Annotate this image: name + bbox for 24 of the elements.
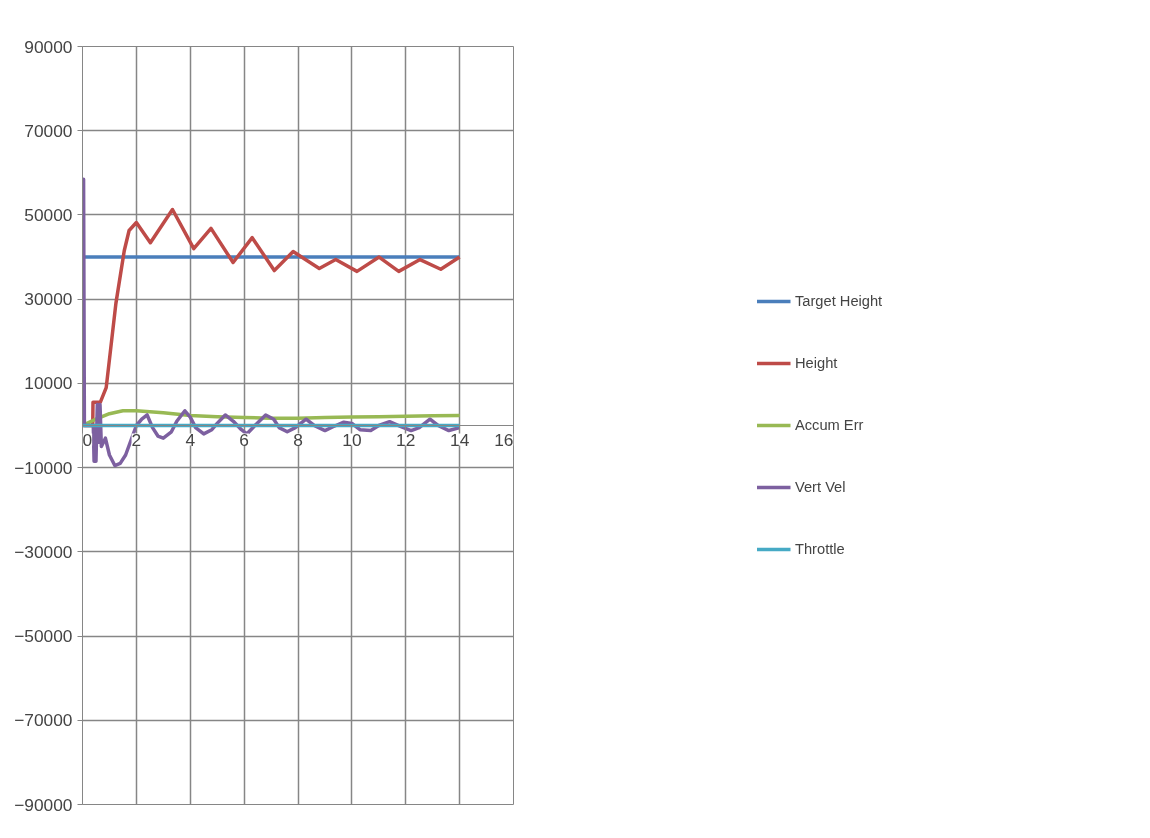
y-tick-label: 30000 xyxy=(24,289,73,310)
legend-label: Height xyxy=(795,355,839,371)
y-tick-label: −50000 xyxy=(14,626,73,647)
x-tick-label: 4 xyxy=(185,429,196,450)
y-tick-label: −30000 xyxy=(14,541,73,562)
legend-label: Target Height xyxy=(795,293,884,309)
legend-label: Vert Vel xyxy=(795,479,847,495)
y-tick-label: −10000 xyxy=(14,457,73,478)
y-tick-label: 90000 xyxy=(24,36,73,57)
x-tick-label: 8 xyxy=(293,429,303,450)
x-tick-label: 16 xyxy=(494,429,514,450)
x-tick-label: 14 xyxy=(449,429,470,450)
y-tick-label: 70000 xyxy=(24,120,73,141)
y-tick-label: 10000 xyxy=(24,373,73,394)
x-tick-label: 10 xyxy=(342,429,362,450)
y-tick-label: −70000 xyxy=(14,710,73,731)
legend-label: Throttle xyxy=(795,541,846,557)
legend-label: Accum Err xyxy=(795,417,865,433)
x-tick-label: 0 xyxy=(82,429,93,450)
x-tick-label: 2 xyxy=(131,429,142,450)
y-tick-label: −90000 xyxy=(14,794,73,815)
x-tick-label: 6 xyxy=(239,429,249,450)
x-tick-label: 12 xyxy=(396,429,416,450)
y-tick-label: 50000 xyxy=(24,204,73,225)
